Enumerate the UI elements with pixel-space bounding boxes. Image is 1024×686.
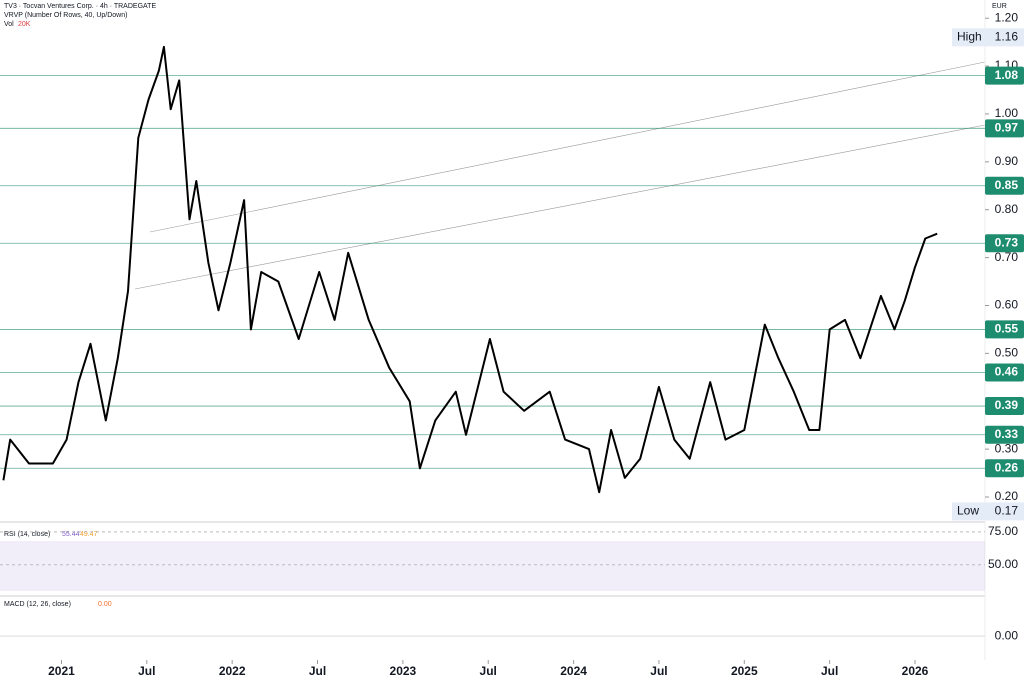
- x-tick-label: Jul: [650, 664, 667, 678]
- level-label: 0.55: [995, 322, 1019, 336]
- level-badge: [985, 234, 1024, 253]
- level-badge: [985, 119, 1024, 138]
- level-label: 0.85: [995, 178, 1019, 192]
- level-label: 0.39: [995, 398, 1019, 412]
- price-line: [2, 45, 938, 494]
- level-label: 0.73: [995, 235, 1019, 249]
- rsi-value: 55.44: [62, 531, 80, 538]
- high-name: High: [957, 30, 982, 44]
- level-badge: [985, 425, 1024, 444]
- rsi-value: 49.47: [80, 531, 98, 538]
- level-badge: [985, 397, 1024, 416]
- x-tick-label: Jul: [138, 664, 155, 678]
- volume-value: 20K: [18, 21, 31, 28]
- x-tick-label: 2025: [731, 664, 758, 678]
- x-tick-label: 2026: [902, 664, 929, 678]
- y-tick-label: 1.00: [995, 106, 1019, 120]
- y-tick-label: 0.50: [995, 346, 1019, 360]
- level-badge: [985, 66, 1024, 85]
- low-name: Low: [957, 504, 979, 518]
- x-tick-label: Jul: [309, 664, 326, 678]
- level-label: 1.08: [995, 68, 1019, 82]
- trendline: [134, 124, 986, 290]
- x-tick-label: 2022: [219, 664, 246, 678]
- rsi-band: [0, 541, 985, 591]
- low-value: 0.17: [995, 504, 1019, 518]
- trendline: [149, 61, 986, 233]
- y-tick-label: 0.80: [995, 202, 1019, 216]
- high-badge: [952, 28, 1024, 47]
- x-tick-label: 2024: [560, 664, 587, 678]
- x-tick-label: 2023: [390, 664, 417, 678]
- level-label: 0.26: [995, 460, 1019, 474]
- y-tick-label: 0.60: [995, 298, 1019, 312]
- rsi-label: RSI (14, close): [4, 531, 50, 538]
- volume-label: Vol: [4, 21, 14, 28]
- y-tick-label: 1.20: [995, 10, 1019, 24]
- rsi-tick-label: 75.00: [988, 524, 1018, 538]
- rsi-tick-label: 50.00: [988, 557, 1018, 571]
- x-tick-label: Jul: [480, 664, 497, 678]
- low-badge: [952, 502, 1024, 521]
- indicator-label: VRVP (Number Of Rows, 40, Up/Down): [4, 12, 127, 19]
- y-tick-label: 0.30: [995, 441, 1019, 455]
- level-label: 0.46: [995, 365, 1019, 379]
- y-tick-label: 0.70: [995, 250, 1019, 264]
- level-badge: [985, 176, 1024, 195]
- macd-tick-label: 0.00: [995, 628, 1019, 642]
- level-badge: [985, 459, 1024, 478]
- level-badge: [985, 363, 1024, 382]
- macd-value: 0.00: [98, 601, 112, 608]
- x-tick-label: 2021: [48, 664, 75, 678]
- currency: EUR: [992, 3, 1007, 10]
- macd-label: MACD (12, 26, close): [4, 601, 71, 608]
- x-tick-label: Jul: [821, 664, 838, 678]
- high-value: 1.16: [995, 30, 1019, 44]
- level-label: 0.97: [995, 120, 1019, 134]
- level-badge: [985, 320, 1024, 339]
- level-label: 0.33: [995, 427, 1019, 441]
- y-tick-label: 0.90: [995, 154, 1019, 168]
- chart-title: TV3 · Tocvan Ventures Corp. · 4h · TRADE…: [4, 3, 156, 10]
- y-tick-label: 0.20: [995, 489, 1019, 503]
